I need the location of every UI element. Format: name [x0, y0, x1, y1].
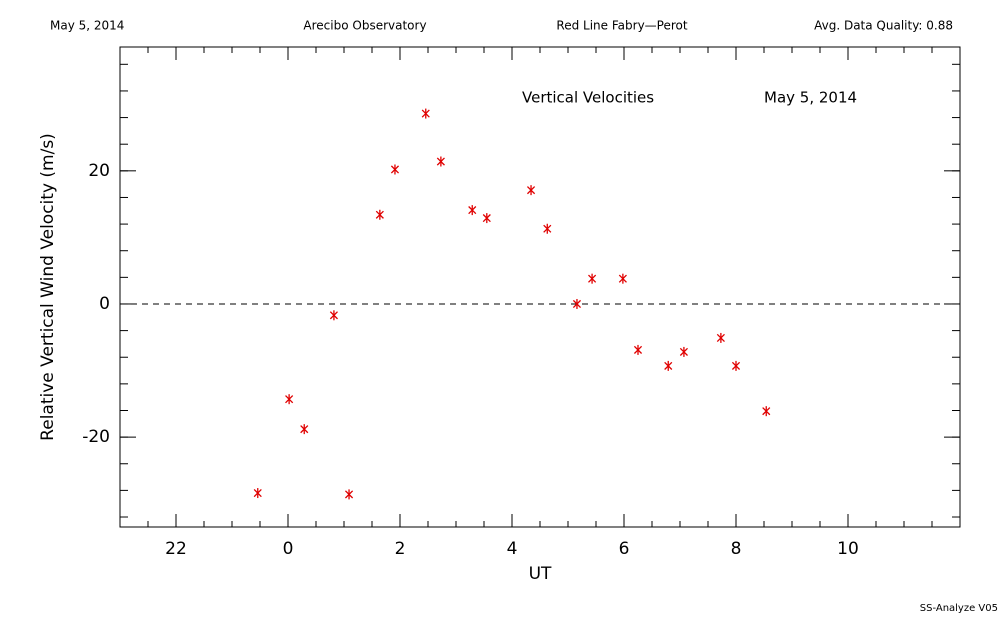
marker-stroke: [285, 395, 294, 404]
marker-stroke: [468, 206, 477, 215]
data-point: [572, 298, 582, 309]
header-quality: Avg. Data Quality: 0.88: [814, 19, 953, 33]
marker-stroke: [390, 165, 400, 174]
data-point: [390, 164, 400, 175]
marker-stroke: [762, 407, 771, 416]
marker-stroke: [716, 333, 725, 342]
marker-stroke: [344, 490, 354, 499]
data-point: [716, 332, 725, 343]
header-instrument: Red Line Fabry—Perot: [556, 19, 687, 33]
data-point: [253, 488, 262, 499]
y-tick-label: 20: [88, 161, 110, 181]
x-tick-label: 6: [619, 539, 630, 559]
marker-stroke: [572, 299, 582, 309]
data-point: [731, 360, 741, 371]
marker-stroke: [731, 361, 741, 370]
x-tick-label: 8: [731, 539, 742, 559]
y-tick-label: 0: [99, 294, 110, 314]
marker-stroke: [300, 425, 309, 434]
data-point: [482, 213, 491, 224]
data-point: [329, 310, 338, 321]
data-point: [762, 406, 771, 417]
x-tick-label: 2: [395, 539, 406, 559]
x-tick-label: 22: [165, 539, 187, 559]
marker-stroke: [482, 214, 491, 223]
marker-stroke: [633, 345, 643, 354]
y-tick-label: -20: [82, 427, 110, 447]
data-point: [436, 156, 445, 167]
data-point: [468, 205, 477, 216]
chart-title: Vertical Velocities: [522, 89, 654, 107]
marker-stroke: [588, 274, 597, 283]
marker-stroke: [679, 347, 688, 356]
marker-stroke: [436, 157, 445, 166]
data-point: [421, 108, 430, 119]
data-point: [526, 185, 536, 196]
data-point: [375, 209, 384, 220]
footer: SS-Analyze V05: [920, 603, 998, 614]
data-point: [344, 489, 354, 500]
data-point: [300, 424, 309, 435]
x-tick-label: 10: [837, 539, 859, 559]
data-point: [664, 360, 673, 371]
header-date: May 5, 2014: [50, 19, 124, 33]
marker-stroke: [526, 186, 536, 195]
data-point: [633, 344, 643, 355]
y-axis-label: Relative Vertical Wind Velocity (m/s): [38, 133, 58, 441]
marker-stroke: [543, 224, 552, 233]
data-point: [588, 273, 597, 284]
marker-stroke: [253, 488, 262, 498]
chart-subtitle: May 5, 2014: [764, 89, 857, 107]
marker-stroke: [618, 274, 627, 283]
data-point: [679, 346, 688, 357]
marker-stroke: [664, 361, 673, 370]
marker-stroke: [329, 311, 338, 320]
marker-stroke: [421, 109, 430, 118]
marker-stroke: [375, 210, 384, 219]
x-axis-label: UT: [529, 564, 552, 584]
x-tick-label: 4: [507, 539, 518, 559]
data-point: [618, 273, 627, 284]
header-site: Arecibo Observatory: [303, 19, 426, 33]
data-point: [543, 223, 552, 234]
x-tick-label: 0: [283, 539, 294, 559]
data-point: [285, 394, 294, 405]
